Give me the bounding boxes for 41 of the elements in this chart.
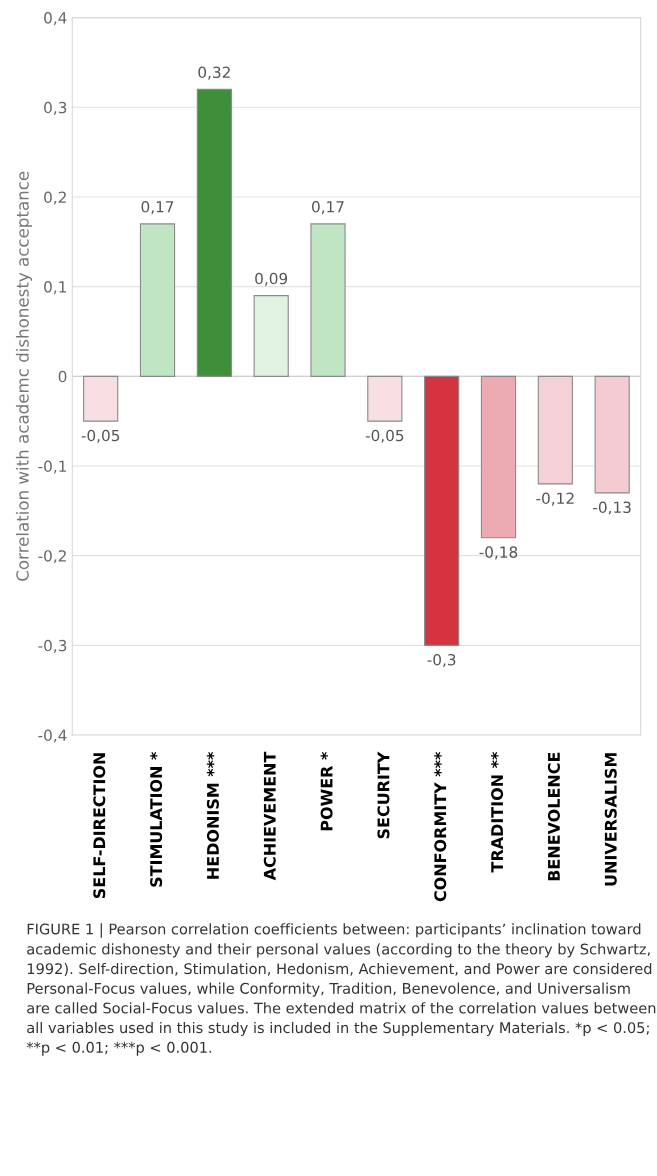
data-label: 0,09 bbox=[255, 272, 288, 286]
y-tick-label: -0,3 bbox=[38, 639, 67, 653]
x-tick-label: CONFORMITY *** bbox=[434, 751, 447, 902]
data-label: -0,05 bbox=[365, 429, 404, 443]
y-tick-label: 0 bbox=[58, 370, 67, 383]
bar bbox=[367, 375, 403, 422]
data-label: 0,32 bbox=[198, 66, 230, 80]
bar bbox=[139, 223, 176, 377]
y-tick-label: -0,4 bbox=[38, 729, 67, 743]
x-tick-label: STIMULATION * bbox=[150, 751, 163, 887]
data-label: -0,13 bbox=[593, 501, 631, 515]
data-label: -0,05 bbox=[81, 429, 120, 443]
data-label: -0,3 bbox=[427, 653, 456, 668]
bar bbox=[480, 375, 517, 539]
x-tick-label: UNIVERSALISM bbox=[604, 753, 617, 886]
y-tick-label: -0,2 bbox=[38, 550, 66, 564]
y-tick-label: 0,2 bbox=[44, 191, 66, 205]
y-tick-label: 0,3 bbox=[44, 101, 67, 115]
bar bbox=[310, 223, 346, 377]
y-tick-label: 0,1 bbox=[44, 281, 66, 295]
data-label: 0,17 bbox=[141, 201, 174, 215]
x-tick-label: SELF-DIRECTION bbox=[93, 753, 106, 899]
bar bbox=[537, 375, 573, 485]
bar bbox=[196, 88, 232, 377]
data-label: -0,18 bbox=[479, 546, 518, 560]
x-tick-label: POWER * bbox=[320, 751, 333, 831]
x-tick-label: ACHIEVEMENT bbox=[263, 751, 276, 881]
x-tick-label: TRADITION ** bbox=[491, 751, 504, 873]
bar bbox=[424, 375, 460, 646]
x-tick-label: SECURITY bbox=[377, 751, 390, 839]
bar bbox=[83, 375, 119, 422]
y-tick-label: -0,1 bbox=[38, 460, 66, 474]
bar bbox=[253, 295, 289, 377]
caption: FIGURE 1 | Pearson correlation coefficients between: participants’ inclination toward academic dishonesty and their personal values (according to the theory by Schwartz, 1992). Self-direction, Stimulation, Hedonism, Achievement, and Power are considered Personal-Focus values, while Conformity, Tradition, Benevolence, and Universalism are called Social-Focus values. The extended matrix of the correlation values between all variables used in this study is included in the Supplementary Materials. *p < 0.05; **p < 0.01; ***p < 0.001. bbox=[26, 923, 656, 1056]
y-tick-label: 0,4 bbox=[44, 12, 67, 26]
data-label: -0,12 bbox=[536, 492, 574, 506]
data-label: 0,17 bbox=[312, 201, 344, 215]
x-tick-label: HEDONISM *** bbox=[206, 751, 219, 879]
bar bbox=[594, 375, 630, 494]
y-axis-title: Correlation with academc dishonesty acceptance bbox=[15, 171, 33, 581]
x-tick-label: BENEVOLENCE bbox=[547, 752, 560, 881]
